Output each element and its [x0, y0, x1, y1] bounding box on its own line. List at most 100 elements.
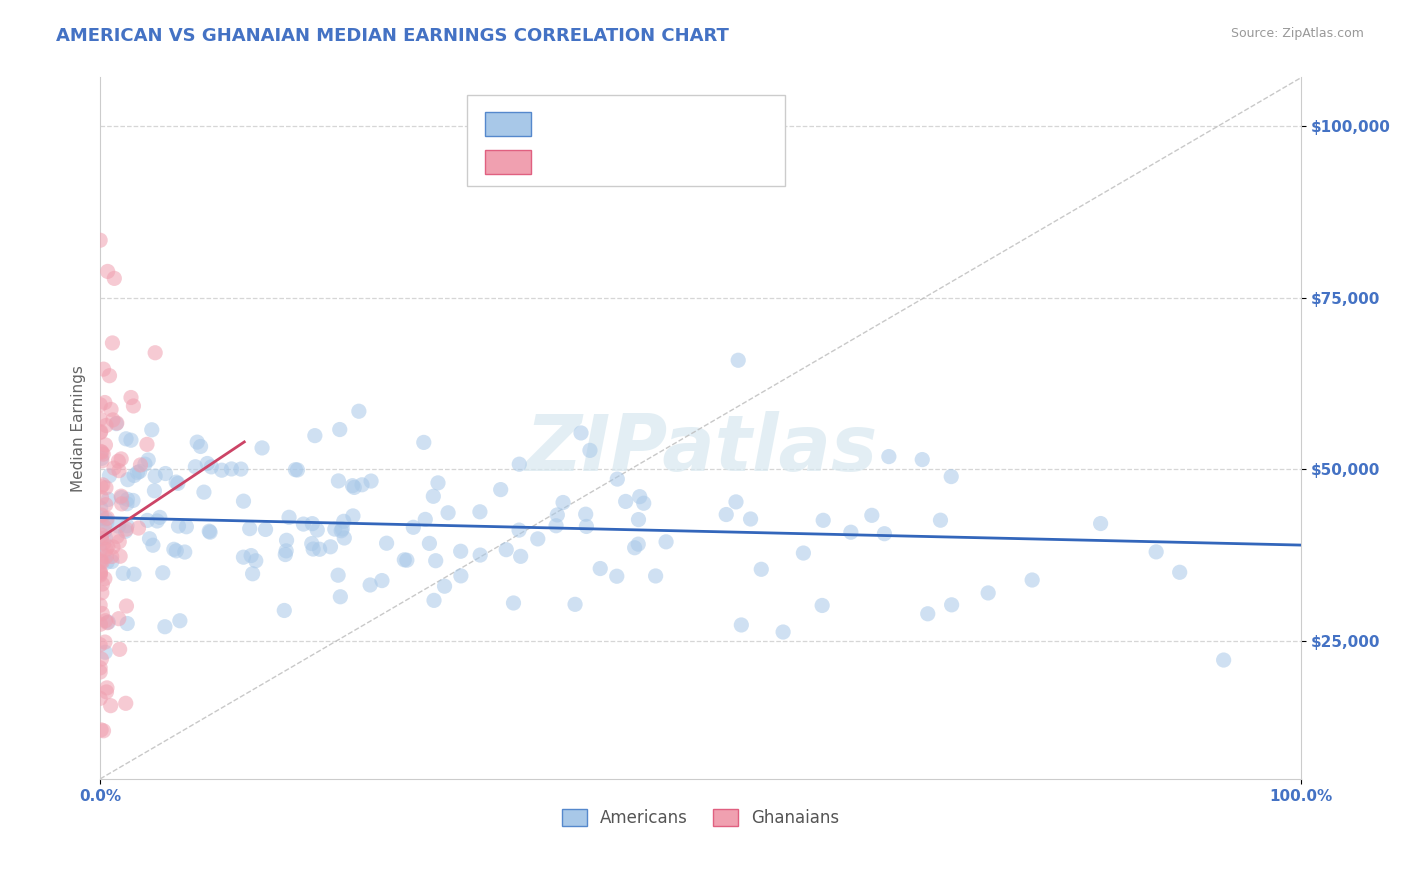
Point [120, 433, 142, 447]
Point [977, 586, 1000, 600]
Point [90, 528, 112, 542]
Point [468, 505, 491, 519]
Point [94, 531, 117, 545]
Point [108, 642, 131, 657]
Point [304, 428, 326, 442]
Point [278, 510, 301, 524]
Point [425, 554, 447, 568]
Point [941, 598, 963, 612]
Point [149, 510, 172, 524]
Point [90, 425, 112, 439]
Point [860, 508, 883, 523]
Point [307, 523, 329, 537]
Point [94, 614, 117, 628]
Point [546, 518, 568, 533]
Point [193, 485, 215, 500]
Text: R =  0.186   N =  82: R = 0.186 N = 82 [546, 152, 711, 167]
Point [360, 474, 382, 488]
Point [242, 566, 264, 581]
Point [240, 549, 263, 563]
Point [114, 696, 136, 710]
Point [342, 479, 364, 493]
Point [89, 691, 111, 706]
Point [94, 438, 117, 452]
Point [332, 514, 354, 528]
Point [724, 495, 747, 509]
Point [437, 506, 460, 520]
Point [146, 514, 169, 528]
Point [111, 497, 134, 511]
Point [627, 537, 650, 551]
Point [1021, 573, 1043, 587]
Point [100, 549, 122, 564]
Point [89, 661, 111, 675]
Point [1168, 566, 1191, 580]
Point [122, 399, 145, 413]
Point [274, 548, 297, 562]
Point [89, 638, 111, 652]
Point [91, 478, 114, 492]
Point [941, 469, 963, 483]
Point [90, 444, 112, 458]
Point [413, 512, 436, 526]
Point [143, 345, 166, 359]
Point [359, 578, 381, 592]
Point [328, 474, 350, 488]
Point [93, 524, 115, 539]
Text: AMERICAN VS GHANAIAN MEDIAN EARNINGS CORRELATION CHART: AMERICAN VS GHANAIAN MEDIAN EARNINGS COR… [56, 27, 730, 45]
Point [169, 614, 191, 628]
Point [89, 665, 111, 679]
Point [394, 553, 416, 567]
Point [606, 472, 628, 486]
Point [287, 463, 309, 477]
Point [633, 496, 655, 510]
Point [105, 416, 128, 430]
Point [134, 457, 156, 471]
Point [326, 568, 349, 582]
Point [89, 598, 111, 612]
Point [89, 617, 111, 632]
Point [186, 435, 208, 450]
Point [90, 480, 112, 494]
Point [143, 483, 166, 498]
Point [319, 540, 342, 554]
Point [232, 494, 254, 508]
Point [89, 566, 111, 581]
Point [589, 561, 612, 575]
Point [110, 452, 132, 467]
Point [100, 402, 122, 417]
Point [412, 435, 434, 450]
Point [108, 464, 131, 478]
Point [502, 596, 524, 610]
Point [301, 516, 323, 531]
Point [433, 579, 456, 593]
Point [96, 511, 118, 525]
Point [792, 546, 814, 560]
Point [173, 545, 195, 559]
Text: ZIPatlas: ZIPatlas [524, 411, 877, 487]
Point [122, 468, 145, 483]
Point [1090, 516, 1112, 531]
Point [614, 494, 637, 508]
Point [200, 459, 222, 474]
Point [569, 425, 592, 440]
Point [427, 475, 450, 490]
Point [575, 507, 598, 521]
Point [395, 553, 418, 567]
Point [94, 481, 117, 495]
Point [103, 461, 125, 475]
Point [90, 451, 112, 466]
Point [508, 523, 530, 537]
Point [323, 522, 346, 536]
Point [127, 521, 149, 535]
Point [115, 616, 138, 631]
Point [96, 549, 118, 564]
Point [873, 526, 896, 541]
Point [96, 516, 118, 530]
Point [509, 549, 531, 564]
Point [276, 533, 298, 548]
Point [97, 492, 120, 507]
Point [606, 569, 628, 583]
Point [911, 452, 934, 467]
Point [96, 685, 118, 699]
